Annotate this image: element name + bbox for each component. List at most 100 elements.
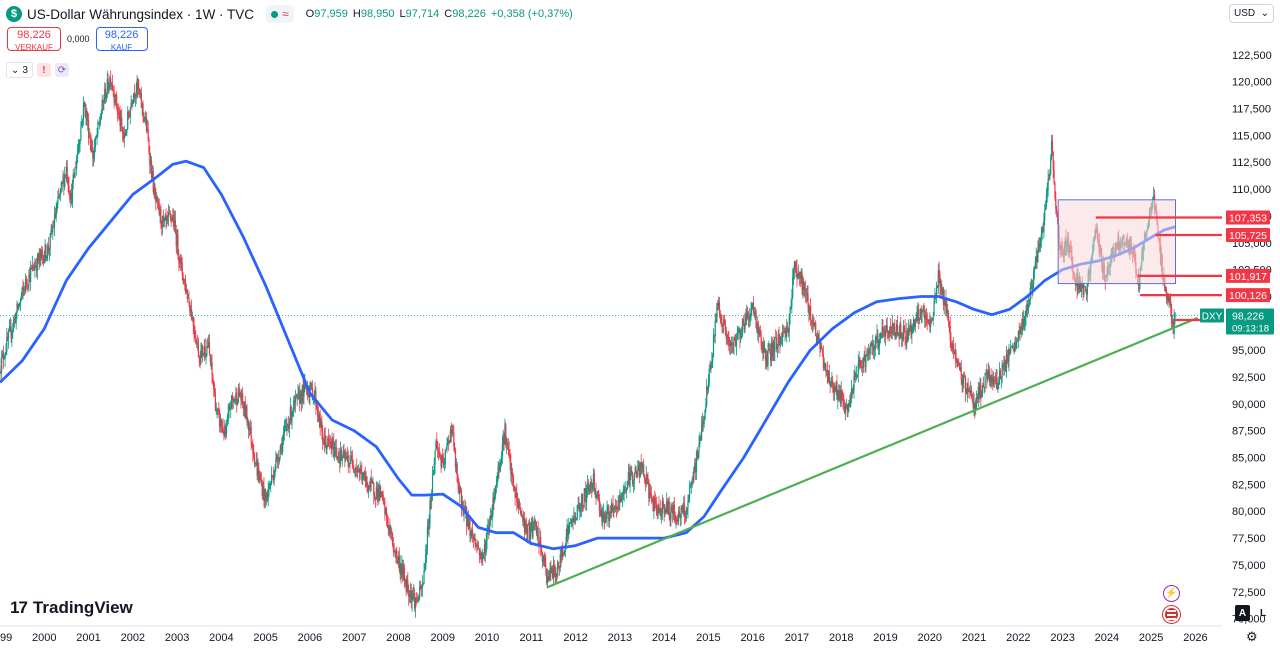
candle-body: [704, 409, 706, 420]
candle-body: [632, 474, 634, 485]
x-tick-label: 2000: [32, 632, 56, 644]
candle-body: [234, 399, 236, 402]
candle-body: [16, 303, 18, 313]
indicator-toolbar: ⌄ 3 ! ⟳: [6, 62, 69, 78]
candle-body: [735, 340, 737, 347]
candle-body: [297, 393, 299, 395]
candle-body: [620, 494, 622, 502]
candle-body: [626, 488, 628, 490]
candle-body: [848, 403, 850, 406]
indicator-toggle[interactable]: ⌄ 3: [6, 62, 33, 78]
sync-icon[interactable]: ⟳: [54, 63, 69, 77]
sell-button[interactable]: 98,226 VERKAUF: [7, 27, 61, 52]
currency-select[interactable]: USD ⌄: [1229, 4, 1274, 23]
candle-body: [1056, 213, 1059, 216]
symbol-title[interactable]: US-Dollar Währungsindex · 1W · TVC: [27, 6, 255, 22]
market-status[interactable]: ≈: [266, 5, 294, 23]
candle-body: [281, 443, 283, 452]
candle-body: [368, 485, 370, 493]
candle-body: [299, 393, 302, 404]
candle-body: [170, 214, 172, 220]
candle-body: [700, 437, 702, 441]
x-tick-label: 2023: [1050, 632, 1074, 644]
candle-body: [586, 483, 589, 490]
candle-body: [782, 331, 784, 333]
candle-body: [129, 107, 131, 118]
candle-body: [970, 390, 973, 399]
candle-body: [228, 406, 230, 412]
candle-body: [196, 341, 199, 343]
y-tick-label: 85,000: [1232, 453, 1266, 465]
candle-body: [1047, 178, 1049, 190]
candle-body: [793, 261, 796, 271]
candle-body: [968, 390, 970, 392]
candle-body: [285, 425, 287, 427]
candle-body: [195, 337, 197, 344]
candle-body: [987, 370, 990, 377]
candle-body: [938, 270, 940, 275]
candle-body: [432, 470, 434, 476]
candle-body: [279, 448, 281, 458]
candle-body: [419, 585, 421, 596]
candle-body: [978, 387, 980, 399]
candle-body: [686, 508, 688, 513]
candle-body: [776, 346, 778, 350]
candle-body: [311, 382, 313, 388]
candle-body: [866, 354, 868, 356]
auto-scale-button[interactable]: A: [1235, 605, 1250, 621]
candle-body: [751, 304, 753, 309]
candle-body: [242, 404, 245, 410]
candle-body: [321, 421, 323, 432]
candle-body: [378, 488, 380, 501]
candle-body: [299, 391, 301, 404]
price-axis[interactable]: 122,500 120,000 117,500 115,000 112,500 110,0…: [1232, 50, 1272, 626]
candle-body: [104, 89, 107, 100]
candle-body: [140, 92, 142, 108]
candle-body: [939, 274, 941, 287]
candle-body: [373, 482, 375, 496]
candle-body: [265, 489, 267, 501]
candle-body: [1165, 289, 1167, 291]
candle-body: [721, 321, 723, 325]
gear-icon[interactable]: ⚙: [1246, 629, 1258, 644]
candle-body: [593, 473, 595, 492]
candle-body: [660, 513, 663, 516]
candle-body: [718, 301, 721, 315]
candle-body: [515, 492, 517, 498]
candle-body: [198, 356, 200, 359]
candle-body: [439, 453, 441, 459]
candle-body: [684, 515, 687, 519]
candle-body: [374, 497, 377, 500]
candle-body: [441, 456, 443, 467]
candle-body: [683, 504, 685, 515]
candle-body: [357, 469, 359, 473]
candle-body: [1050, 141, 1053, 159]
candle-body: [698, 444, 700, 452]
tradingview-logo[interactable]: 17 TradingView: [10, 598, 133, 618]
buy-button[interactable]: 98,226 KAUF: [95, 27, 148, 52]
candle-body: [872, 344, 874, 347]
candle-body: [294, 396, 297, 404]
us-flag-event-icon[interactable]: [1163, 606, 1180, 623]
time-axis[interactable]: 1999 2000 2001 2002 2003 2004 2005 2006 2007 2008…: [0, 632, 1208, 644]
candle-body: [502, 437, 504, 445]
level-label: 100,126: [1229, 290, 1267, 302]
candle-body: [937, 270, 939, 288]
candle-body: [71, 183, 73, 203]
candle-body: [324, 435, 326, 442]
alert-icon[interactable]: !: [36, 63, 51, 77]
candle-body: [777, 333, 779, 347]
drawings[interactable]: [0, 199, 1222, 589]
candle-body: [367, 485, 369, 493]
candle-body: [826, 369, 828, 373]
flash-event-icon[interactable]: ⚡: [1163, 585, 1180, 602]
candle-body: [94, 137, 96, 148]
candle-body: [752, 303, 755, 313]
candle-body: [454, 446, 456, 450]
candle-body: [876, 333, 878, 339]
candle-body: [320, 421, 322, 428]
candle-body: [869, 345, 871, 354]
log-scale-button[interactable]: L: [1259, 607, 1267, 619]
candle-body: [154, 185, 156, 196]
